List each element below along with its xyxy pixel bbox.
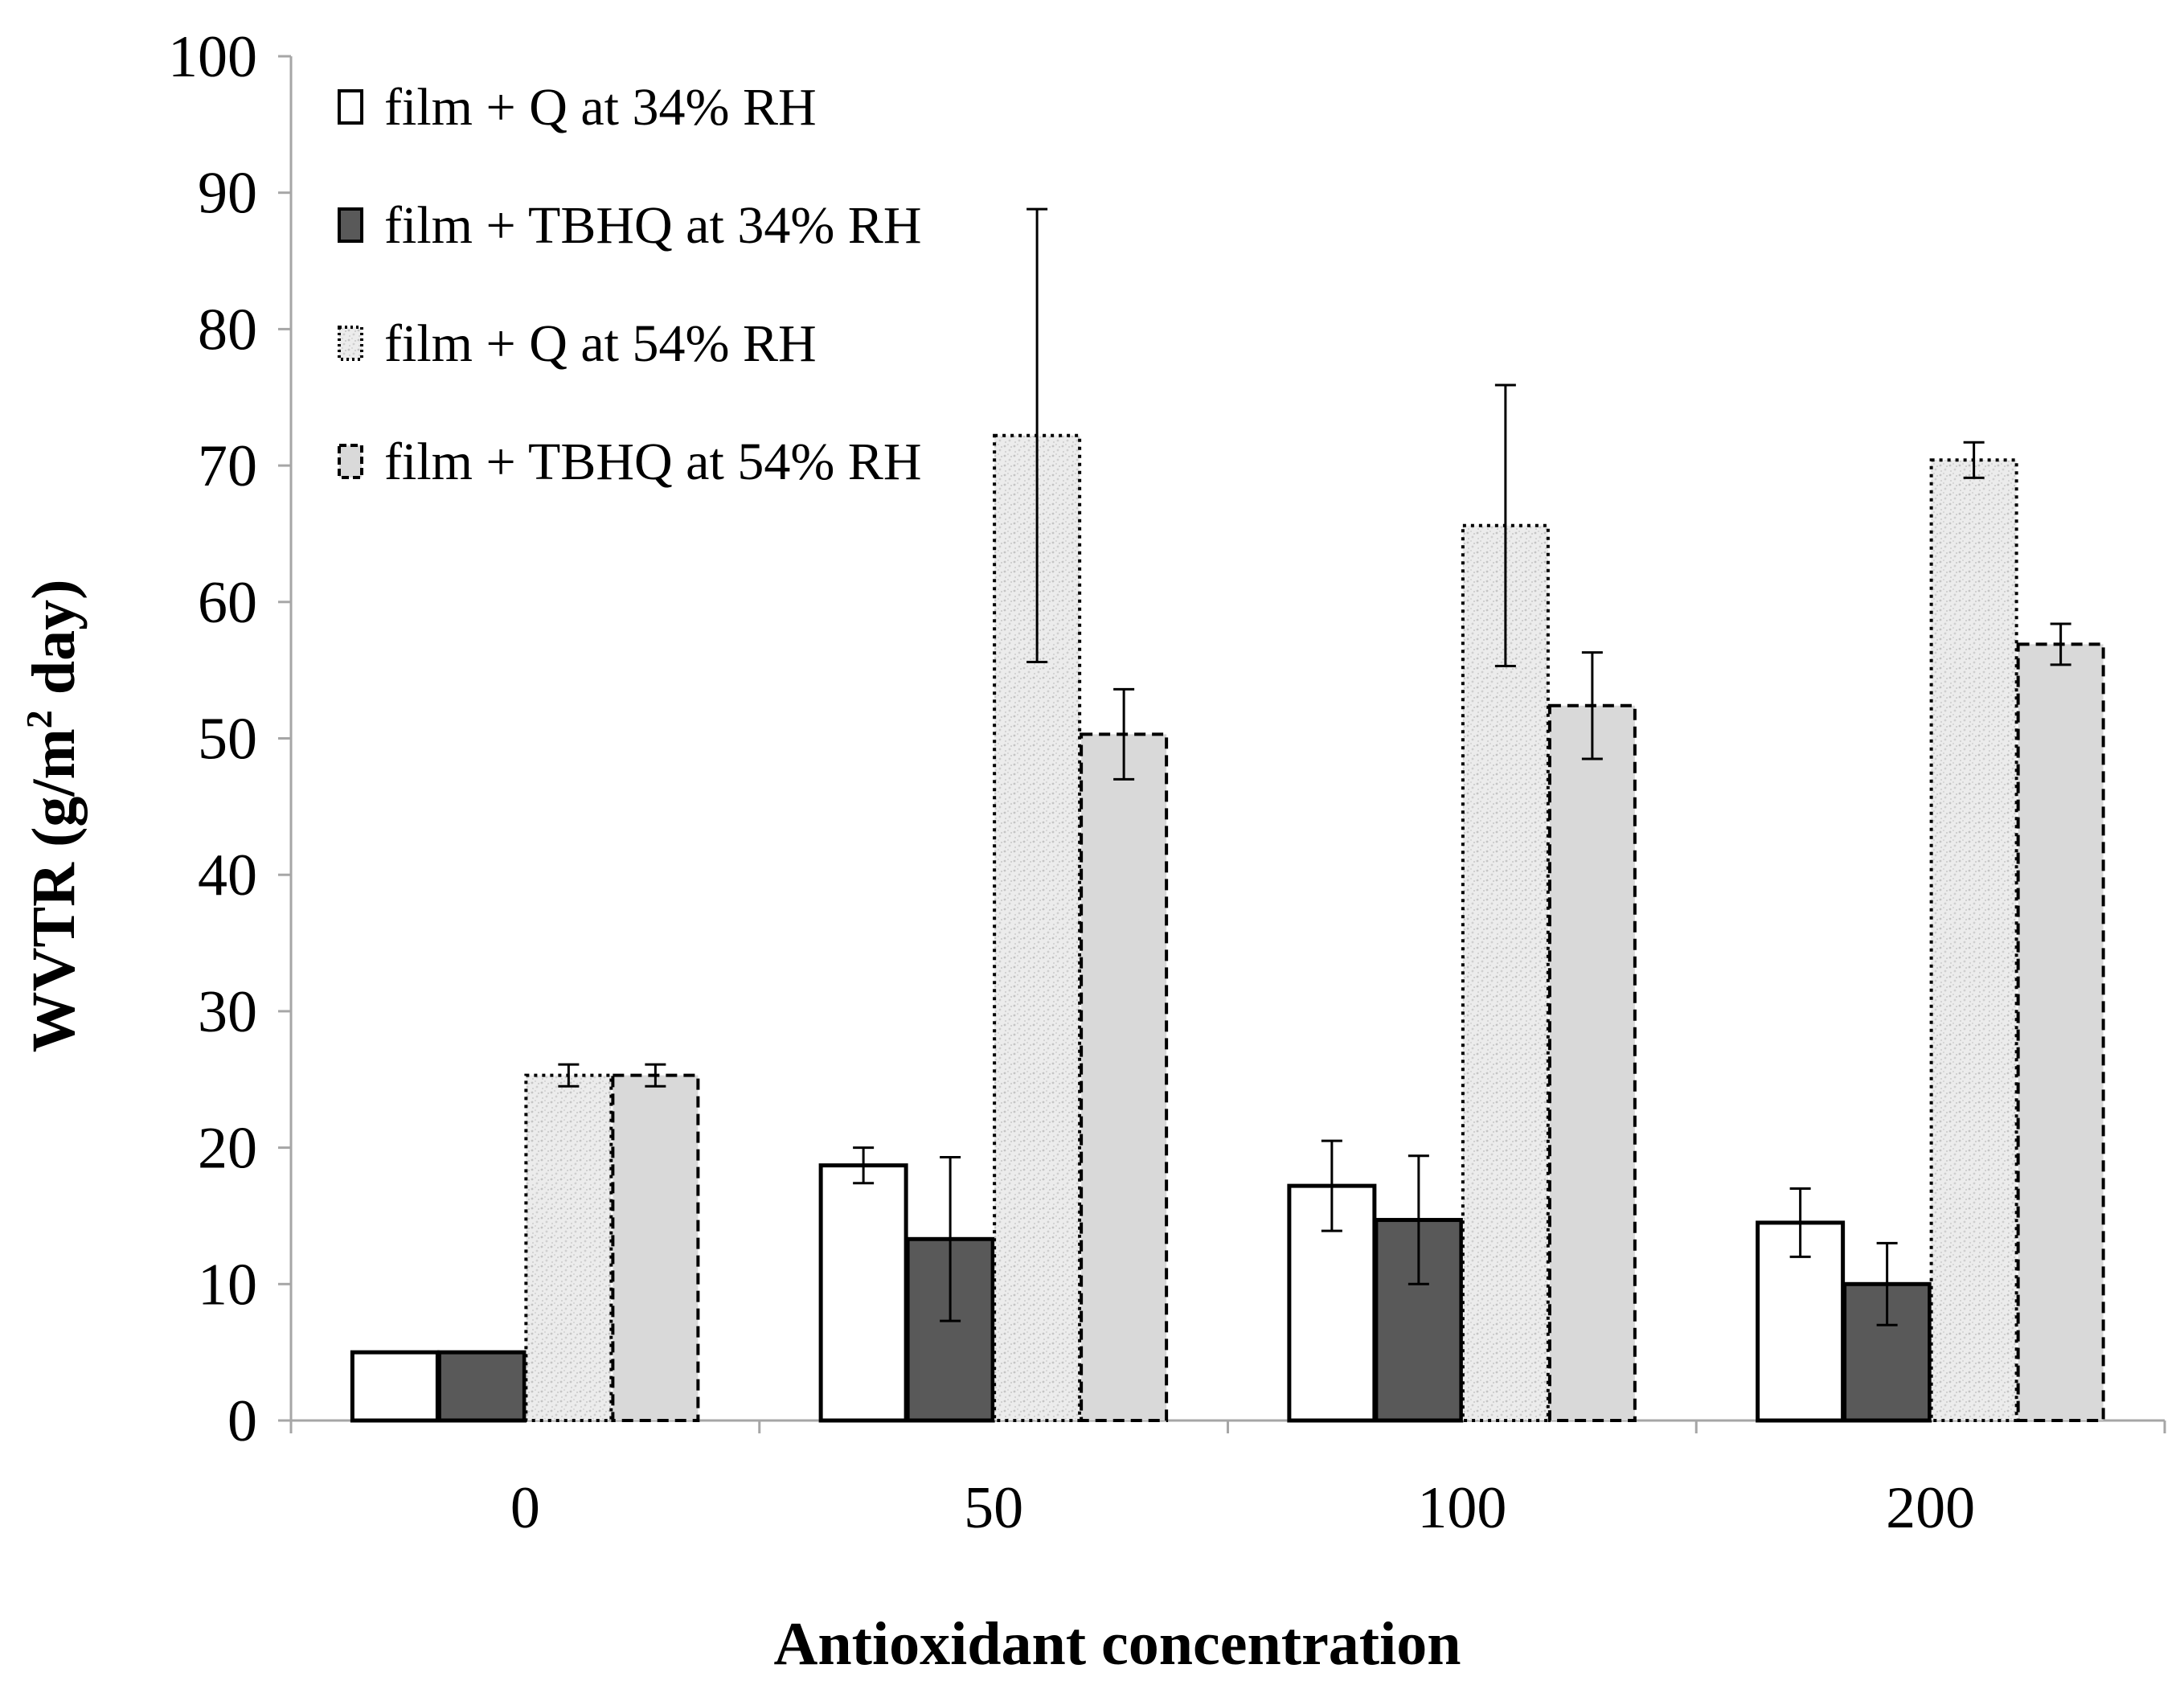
axes: 0 10 20 30 40 50 60 70 80 90 100 0 50 100 200 <box>168 24 2166 1541</box>
legend-swatch <box>338 326 363 361</box>
y-axis-title: WVTR (g/m2 day) <box>18 580 88 1053</box>
y-tick-label: 80 <box>198 297 257 363</box>
bar <box>1547 703 1637 1422</box>
legend-label: film + TBHQ at 54% RH <box>384 432 921 491</box>
error-bars <box>558 207 2071 1326</box>
y-tick-label: 50 <box>198 707 257 773</box>
y-tick-label: 0 <box>227 1388 257 1454</box>
x-tick-label: 50 <box>964 1475 1023 1541</box>
x-tick-label: 0 <box>510 1475 540 1541</box>
axis-titles: Antioxidant concentration WVTR (g/m2 day… <box>18 580 1461 1678</box>
x-axis-title: Antioxidant concentration <box>774 1610 1461 1678</box>
bar <box>1929 458 2018 1422</box>
bars <box>350 433 2105 1423</box>
y-tick-label: 10 <box>198 1252 257 1318</box>
y-tick-label: 100 <box>168 24 257 90</box>
y-tick-label: 60 <box>198 570 257 636</box>
legend-swatch <box>338 89 363 125</box>
x-tick-label: 100 <box>1417 1475 1506 1541</box>
bar <box>611 1073 700 1423</box>
bar <box>1080 732 1169 1422</box>
y-axis-title-sup: 2 <box>18 710 59 728</box>
legend-label: film + TBHQ at 34% RH <box>384 196 921 255</box>
y-axis-title-end: day) <box>20 580 88 711</box>
y-tick-label: 20 <box>198 1116 257 1182</box>
bar <box>524 1073 613 1423</box>
legend-label: film + Q at 34% RH <box>384 78 817 137</box>
legend: film + Q at 34% RH film + TBHQ at 34% RH f… <box>338 78 921 491</box>
legend-swatch <box>338 444 363 479</box>
bar <box>2016 642 2105 1422</box>
y-tick-label: 70 <box>198 433 257 499</box>
y-tick-label: 90 <box>198 161 257 227</box>
y-axis-title-main: WVTR (g/m <box>20 728 88 1052</box>
bar <box>818 1163 908 1423</box>
bar <box>350 1350 440 1423</box>
legend-label: film + Q at 54% RH <box>384 314 817 373</box>
x-tick-label: 200 <box>1886 1475 1975 1541</box>
y-tick-label: 30 <box>198 979 257 1045</box>
bar <box>436 1350 527 1423</box>
legend-swatch <box>338 207 363 243</box>
y-tick-label: 40 <box>198 842 257 908</box>
